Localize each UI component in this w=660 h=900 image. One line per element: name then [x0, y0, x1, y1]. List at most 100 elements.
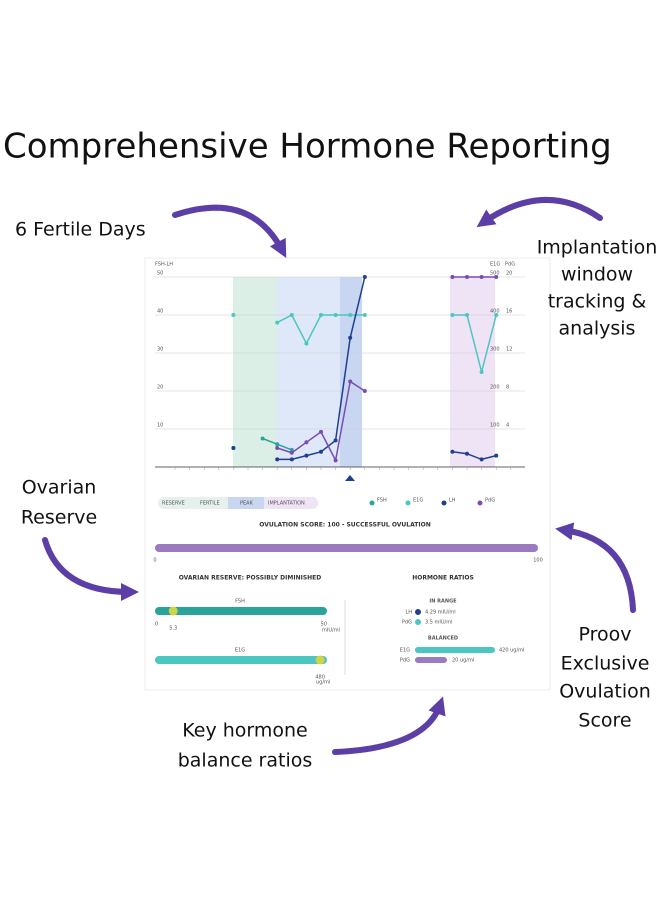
- unit: mIU/ml: [322, 628, 340, 634]
- ratio-name: E1G: [400, 648, 410, 654]
- gauge-bar: [155, 656, 327, 664]
- y2-tick-label: 200: [490, 385, 500, 391]
- y-tick-label: 20: [157, 385, 163, 391]
- data-point: [348, 335, 353, 340]
- data-point: [304, 440, 309, 445]
- annotation: Reserve: [21, 507, 97, 529]
- data-point: [275, 320, 280, 325]
- data-point: [289, 447, 294, 452]
- title: Comprehensive Hormone Reporting: [3, 127, 612, 167]
- reserve-title: OVARIAN RESERVE: POSSIBLY DIMINISHED: [179, 575, 322, 582]
- ratios-title: HORMONE RATIOS: [412, 575, 474, 582]
- phase-label: IMPLANTATION: [268, 501, 305, 507]
- ovulation-score: OVULATION SCORE: 100 - SUCCESSFUL OVULAT…: [153, 522, 542, 564]
- legend-label: LH: [449, 498, 456, 504]
- ratio-name: LH: [405, 610, 412, 616]
- annotation: Ovulation: [559, 681, 651, 703]
- data-point: [289, 450, 294, 455]
- data-point: [362, 313, 367, 317]
- score-tick: 100: [533, 558, 543, 564]
- ratio-dot: [415, 619, 421, 625]
- ovarian-reserve: OVARIAN RESERVE: POSSIBLY DIMINISHED FSH…: [155, 575, 346, 686]
- arrow: [42, 537, 139, 601]
- implantation-band: [450, 277, 495, 467]
- annotation: Proov: [578, 624, 631, 646]
- score-bar: [155, 544, 538, 552]
- peak-icon: [345, 475, 355, 481]
- y3-tick-label: 20: [506, 271, 512, 277]
- data-point: [494, 453, 499, 458]
- phase-label: PEAK: [240, 501, 254, 507]
- data-point: [275, 457, 280, 462]
- ratio-bar: [415, 657, 447, 663]
- data-point: [319, 449, 323, 454]
- ratio-value: 420 ug/ml: [499, 648, 524, 654]
- legend-label: PdG: [485, 498, 495, 504]
- y-axis-label: FSH-LH: [155, 262, 173, 268]
- gauge-marker: [315, 655, 325, 665]
- gauge-marker: [168, 606, 178, 616]
- y3-axis-label: PdG: [505, 262, 515, 268]
- data-point: [231, 446, 236, 450]
- gauge-bar: [155, 607, 327, 615]
- data-point: [333, 313, 338, 317]
- annotation: balance ratios: [178, 750, 313, 772]
- score-tick: 0: [153, 558, 156, 564]
- legend-label: FSH: [377, 498, 387, 504]
- annotation: 6 Fertile Days: [15, 219, 146, 241]
- gauge-label: E1G: [235, 648, 245, 654]
- arrow: [476, 197, 603, 228]
- ratio-value: 20 ug/ml: [452, 658, 474, 664]
- gauge-value: 480: [315, 675, 325, 681]
- phase-label: FERTILE: [200, 501, 220, 507]
- y2-axis-label: E1G: [490, 262, 500, 268]
- legend: RESERVE FERTILE PEAK IMPLANTATION FSH E1G LH Pd…: [158, 497, 495, 509]
- unit: ug/ml: [316, 680, 330, 686]
- data-point: [289, 313, 294, 317]
- data-point: [362, 275, 367, 279]
- ratio-name: PdG: [402, 620, 412, 626]
- annotation: Key hormone: [182, 720, 308, 742]
- peak-band: [340, 277, 362, 467]
- annotation: Score: [578, 710, 631, 732]
- data-point: [275, 446, 280, 450]
- annotation: Exclusive: [561, 653, 650, 675]
- gauge-tick: 50: [321, 622, 327, 628]
- y3-tick-label: 12: [506, 347, 512, 353]
- data-point: [275, 442, 280, 447]
- phase-pill: [264, 497, 318, 509]
- arrow: [555, 522, 636, 613]
- data-point: [450, 313, 455, 317]
- gauge-label: FSH: [235, 599, 245, 605]
- data-point: [260, 436, 265, 441]
- legend-swatch: [405, 500, 411, 506]
- y-tick-label: 30: [157, 347, 163, 353]
- data-point: [362, 389, 367, 393]
- arrow: [172, 204, 287, 258]
- phase-label: RESERVE: [162, 501, 185, 507]
- y2-tick-label: 400: [490, 309, 500, 315]
- data-point: [479, 370, 484, 374]
- ratio-value: 4.29 mIU/ml: [425, 610, 456, 616]
- ratio-bar: [415, 647, 495, 653]
- ratio-value: 3.5 mIU/ml: [425, 620, 453, 626]
- reserve-band: [233, 277, 277, 467]
- arrow: [332, 696, 446, 755]
- annotation: window: [561, 264, 633, 286]
- y3-tick-label: 4: [506, 423, 509, 429]
- data-point: [450, 449, 455, 454]
- y3-tick-label: 8: [506, 385, 509, 391]
- data-point: [304, 453, 309, 458]
- legend-swatch: [441, 500, 447, 506]
- annotation: tracking &: [548, 291, 647, 313]
- gauge-tick: 0: [155, 622, 158, 628]
- y2-tick-label: 500: [490, 271, 500, 277]
- data-point: [494, 313, 499, 317]
- ratio-name: PdG: [400, 658, 410, 664]
- data-point: [465, 313, 469, 317]
- score-title: OVULATION SCORE: 100 - SUCCESSFUL OVULAT…: [259, 522, 430, 529]
- annotation: analysis: [559, 318, 636, 340]
- y-tick-label: 10: [157, 423, 163, 429]
- data-point: [319, 313, 323, 317]
